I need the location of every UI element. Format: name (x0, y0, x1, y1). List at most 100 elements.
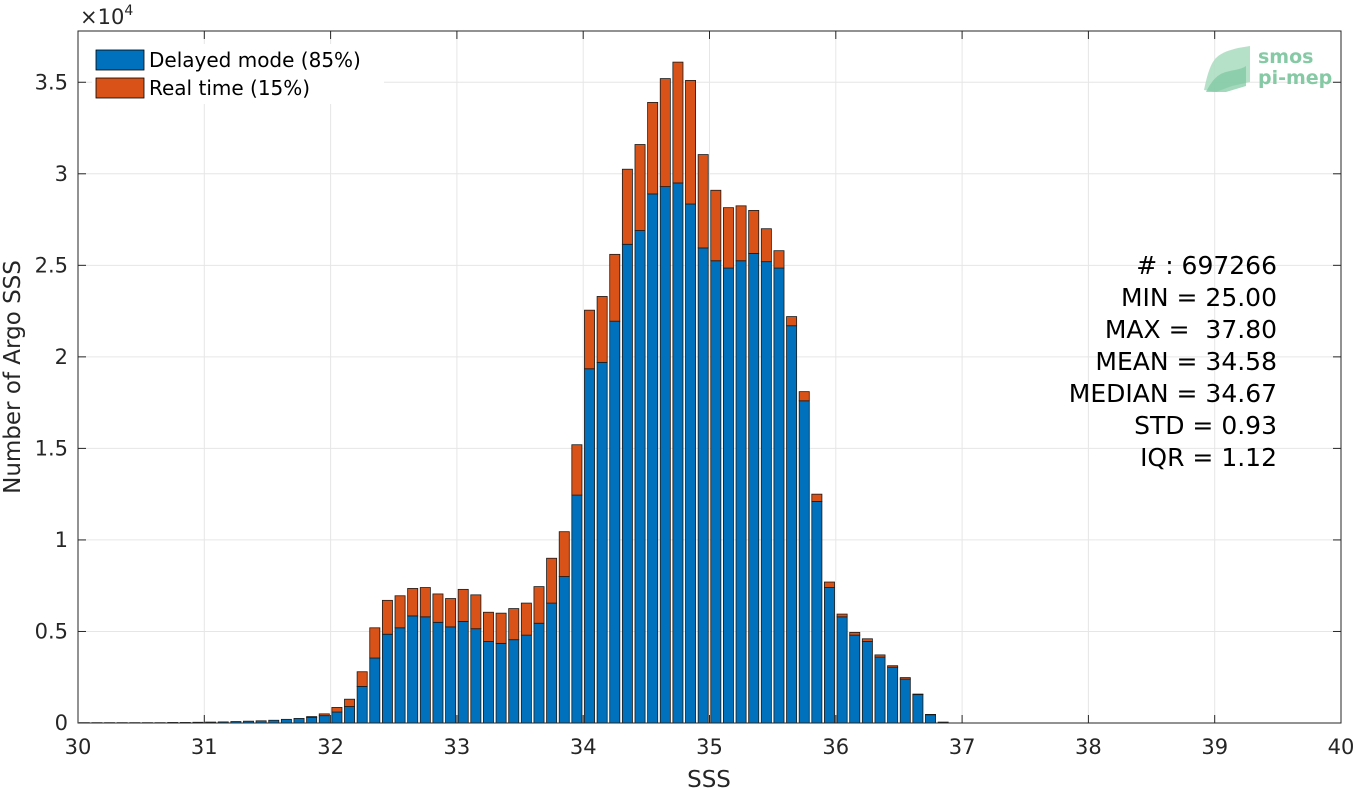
y-tick-label: 1.5 (35, 436, 68, 460)
bar-delayed (495, 642, 507, 724)
y-tick-label: 3 (55, 162, 68, 186)
smos-pimep-logo: smos pi-mep (1204, 46, 1332, 92)
x-tick-label: 33 (444, 735, 471, 759)
bar-realtime (621, 168, 633, 245)
stats-block: # : 697266 MIN = 25.00 MAX = 37.80 MEAN … (1069, 251, 1277, 472)
bar-delayed (697, 247, 709, 724)
x-tick-label: 30 (65, 735, 92, 759)
bar-realtime (861, 638, 873, 642)
bar-delayed (824, 587, 835, 724)
y-axis-ticks: 0 0.5 1 1.5 2 2.5 3 3.5 (35, 70, 1341, 735)
bar-realtime (811, 493, 823, 502)
bar-realtime (887, 665, 899, 668)
bar-delayed (520, 634, 532, 724)
x-tick-label: 39 (1201, 735, 1228, 759)
bar-realtime (419, 587, 431, 618)
bar-realtime (520, 602, 532, 636)
bar-delayed (912, 694, 924, 724)
bar-realtime (381, 599, 393, 635)
bar-delayed (508, 639, 520, 724)
bar-realtime (798, 391, 810, 402)
bar-realtime (634, 144, 646, 231)
y-tick-label: 3.5 (35, 70, 68, 94)
legend: Delayed mode (85%) Real time (15%) (92, 44, 384, 104)
logo-text-smos: smos (1258, 46, 1313, 68)
x-tick-label: 37 (949, 735, 976, 759)
bar-realtime (546, 557, 558, 604)
bar-realtime (760, 228, 772, 263)
x-tick-label: 35 (696, 735, 723, 759)
stat-max: MAX = 37.80 (1105, 315, 1277, 344)
bar-delayed (647, 193, 659, 724)
bar-realtime (508, 608, 520, 641)
bar-realtime (912, 693, 924, 696)
bar-realtime (786, 316, 798, 327)
bar-realtime (773, 250, 785, 269)
bar-realtime (331, 707, 343, 713)
bar-delayed (596, 361, 608, 724)
bar-delayed (571, 494, 583, 724)
bar-delayed (546, 602, 558, 724)
stat-min: MIN = 25.00 (1121, 283, 1277, 312)
bar-delayed (470, 628, 482, 724)
x-tick-label: 38 (1075, 735, 1102, 759)
bar-realtime (685, 80, 697, 205)
bar-realtime (571, 444, 583, 496)
bar-delayed (584, 368, 595, 724)
stat-count: # : 697266 (1136, 251, 1277, 280)
bar-realtime (609, 253, 621, 322)
bar-realtime (836, 613, 848, 618)
bar-realtime (318, 713, 330, 717)
bar-delayed (356, 685, 368, 724)
bar-realtime (874, 654, 886, 658)
bar-delayed (419, 616, 431, 724)
bar-realtime (558, 531, 570, 577)
bar-realtime (722, 207, 734, 269)
bar-realtime (849, 631, 861, 636)
stat-iqr: IQR = 1.12 (1140, 443, 1277, 472)
bar-delayed (735, 260, 747, 724)
x-tick-label: 32 (317, 735, 344, 759)
y-axis-label: Number of Argo SSS (0, 260, 26, 494)
logo-wave-icon-front (1206, 66, 1246, 92)
bar-realtime (356, 671, 368, 687)
bar-delayed (748, 253, 760, 724)
bar-delayed (306, 717, 318, 724)
bar-realtime (659, 78, 671, 188)
bar-realtime (584, 309, 595, 370)
bar-delayed (685, 203, 697, 724)
bar-delayed (836, 616, 848, 724)
bar-delayed (457, 620, 469, 724)
stat-median: MEDIAN = 34.67 (1069, 379, 1277, 408)
bar-realtime (445, 598, 457, 628)
legend-swatch-realtime (95, 77, 145, 99)
bar-realtime (394, 595, 406, 629)
bar-delayed (861, 641, 873, 724)
bar-delayed (293, 718, 305, 724)
bar-realtime (457, 588, 469, 622)
logo-text-pimep: pi-mep (1258, 67, 1332, 89)
bar-delayed (533, 622, 545, 724)
legend-label-delayed: Delayed mode (85%) (149, 48, 361, 72)
bar-delayed (773, 267, 785, 724)
stat-std: STD = 0.93 (1134, 411, 1277, 440)
bar-delayed (849, 634, 861, 724)
bar-realtime (596, 296, 608, 363)
bar-realtime (495, 612, 507, 644)
bar-delayed (558, 576, 570, 724)
legend-label-realtime: Real time (15%) (149, 76, 310, 100)
y-tick-label: 2 (55, 345, 68, 369)
bar-realtime (672, 61, 684, 184)
bar-realtime (483, 611, 494, 642)
bar-delayed (786, 325, 798, 724)
bar-delayed (394, 627, 406, 724)
bar-delayed (445, 626, 457, 724)
bar-delayed (798, 400, 810, 724)
y-exponent-base: ×10 (80, 5, 124, 29)
bar-realtime (533, 586, 545, 624)
bar-delayed (331, 711, 343, 724)
bar-realtime (710, 189, 722, 262)
bar-delayed (609, 320, 621, 724)
bar-delayed (407, 615, 419, 724)
